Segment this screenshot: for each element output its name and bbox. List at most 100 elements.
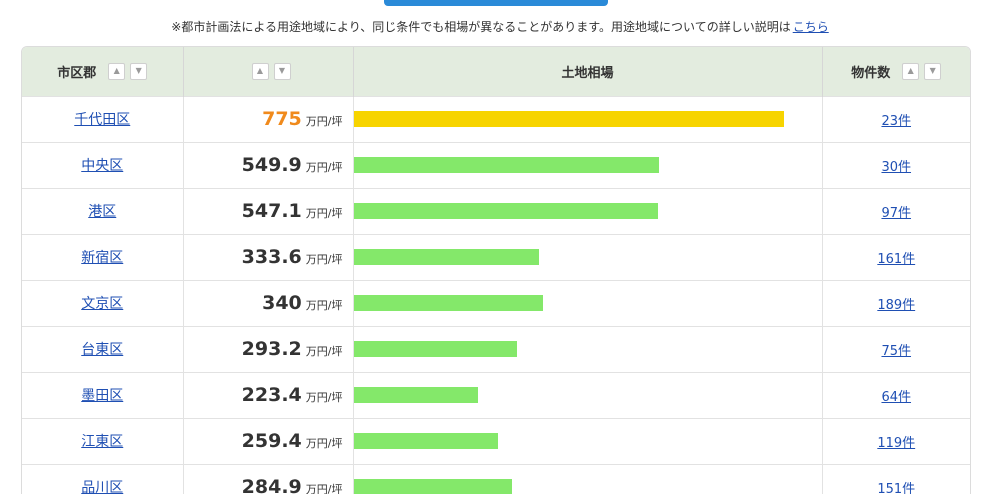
city-cell: 港区: [22, 187, 184, 234]
city-link[interactable]: 千代田区: [74, 112, 131, 128]
price-bar: [353, 479, 512, 494]
price-bar: [353, 295, 543, 311]
header-count: 物件数 ▲ ▼: [822, 47, 970, 96]
price-cell: 223.4 万円/坪: [183, 371, 354, 418]
price-unit: 万円/坪: [305, 345, 343, 358]
price-cell: 775 万円/坪: [183, 95, 354, 142]
price-unit: 万円/坪: [305, 437, 343, 450]
sort-count-desc-button[interactable]: ▼: [924, 62, 942, 80]
bar-cell: [353, 371, 823, 418]
count-link[interactable]: 64件: [881, 389, 912, 405]
price-cell: 547.1 万円/坪: [183, 187, 354, 234]
price-value: 340: [262, 292, 302, 314]
city-cell: 新宿区: [22, 233, 184, 280]
price-unit: 万円/坪: [305, 483, 343, 494]
price-value: 333.6: [241, 246, 302, 268]
zoning-notice: ※都市計画法による用途地域により、同じ条件でも相場が異なることがあります。用途地…: [0, 19, 1000, 35]
count-cell: 97件: [822, 187, 970, 234]
table-row: 港区 547.1 万円/坪 97件: [22, 187, 970, 234]
price-cell: 259.4 万円/坪: [183, 417, 354, 464]
price-value: 284.9: [241, 476, 302, 494]
price-bar: [353, 203, 658, 219]
city-link[interactable]: 港区: [88, 204, 117, 220]
price-bar: [353, 387, 478, 403]
count-cell: 189件: [822, 279, 970, 326]
sort-city-desc-button[interactable]: ▼: [130, 62, 148, 80]
header-land-price: 土地相場: [353, 47, 823, 96]
count-cell: 75件: [822, 325, 970, 372]
count-link[interactable]: 151件: [877, 481, 916, 494]
count-link[interactable]: 161件: [877, 251, 916, 267]
sort-city-asc-button[interactable]: ▲: [108, 62, 126, 80]
table-row: 墨田区 223.4 万円/坪 64件: [22, 371, 970, 418]
city-cell: 文京区: [22, 279, 184, 326]
count-cell: 161件: [822, 233, 970, 280]
bar-cell: [353, 141, 823, 188]
header-count-label: 物件数: [851, 65, 891, 81]
bar-cell: [353, 279, 823, 326]
city-link[interactable]: 墨田区: [81, 388, 124, 404]
table-row: 文京区 340 万円/坪 189件: [22, 279, 970, 326]
bar-cell: [353, 463, 823, 494]
header-land-price-label: 土地相場: [561, 65, 614, 81]
price-bar: [353, 111, 784, 127]
price-value: 549.9: [241, 154, 302, 176]
price-unit: 万円/坪: [305, 391, 343, 404]
city-link[interactable]: 中央区: [81, 158, 124, 174]
header-price: ▲ ▼: [183, 47, 354, 96]
table-header-row: 市区郡 ▲ ▼ ▲ ▼: [22, 47, 970, 96]
land-price-table: 市区郡 ▲ ▼ ▲ ▼: [21, 46, 971, 494]
count-cell: 30件: [822, 141, 970, 188]
count-link[interactable]: 23件: [881, 113, 912, 129]
bar-cell: [353, 95, 823, 142]
table-row: 品川区 284.9 万円/坪 151件: [22, 463, 970, 494]
count-cell: 151件: [822, 463, 970, 494]
price-unit: 万円/坪: [305, 207, 343, 220]
city-cell: 品川区: [22, 463, 184, 494]
count-link[interactable]: 97件: [881, 205, 912, 221]
notice-text: ※都市計画法による用途地域により、同じ条件でも相場が異なることがあります。用途地…: [171, 20, 791, 34]
table-row: 中央区 549.9 万円/坪 30件: [22, 141, 970, 188]
price-value: 223.4: [241, 384, 302, 406]
price-value: 293.2: [241, 338, 302, 360]
price-cell: 284.9 万円/坪: [183, 463, 354, 494]
price-bar: [353, 433, 498, 449]
city-cell: 江東区: [22, 417, 184, 464]
price-bar: [353, 157, 659, 173]
price-cell: 333.6 万円/坪: [183, 233, 354, 280]
city-link[interactable]: 文京区: [81, 296, 124, 312]
price-unit: 万円/坪: [305, 299, 343, 312]
price-cell: 293.2 万円/坪: [183, 325, 354, 372]
city-cell: 台東区: [22, 325, 184, 372]
count-link[interactable]: 119件: [877, 435, 916, 451]
city-link[interactable]: 品川区: [81, 480, 124, 494]
count-link[interactable]: 75件: [881, 343, 912, 359]
bar-cell: [353, 325, 823, 372]
price-value: 775: [262, 108, 302, 130]
city-link[interactable]: 新宿区: [81, 250, 124, 266]
price-cell: 549.9 万円/坪: [183, 141, 354, 188]
city-cell: 千代田区: [22, 95, 184, 142]
bar-cell: [353, 233, 823, 280]
city-link[interactable]: 江東区: [81, 434, 124, 450]
sort-price-desc-button[interactable]: ▼: [273, 62, 291, 80]
city-link[interactable]: 台東区: [81, 342, 124, 358]
header-city-label: 市区郡: [57, 65, 97, 81]
header-city: 市区郡 ▲ ▼: [22, 47, 184, 96]
count-cell: 23件: [822, 95, 970, 142]
notice-link[interactable]: こちら: [792, 20, 829, 34]
count-link[interactable]: 30件: [881, 159, 912, 175]
price-bar: [353, 249, 539, 265]
price-bar: [353, 341, 517, 357]
table-row: 台東区 293.2 万円/坪 75件: [22, 325, 970, 372]
top-action-button[interactable]: [384, 0, 608, 6]
count-link[interactable]: 189件: [877, 297, 916, 313]
price-value: 259.4: [241, 430, 302, 452]
table-row: 千代田区 775 万円/坪 23件: [22, 95, 970, 142]
sort-price-asc-button[interactable]: ▲: [251, 62, 269, 80]
table-row: 新宿区 333.6 万円/坪 161件: [22, 233, 970, 280]
city-cell: 中央区: [22, 141, 184, 188]
city-cell: 墨田区: [22, 371, 184, 418]
table-row: 江東区 259.4 万円/坪 119件: [22, 417, 970, 464]
sort-count-asc-button[interactable]: ▲: [902, 62, 920, 80]
